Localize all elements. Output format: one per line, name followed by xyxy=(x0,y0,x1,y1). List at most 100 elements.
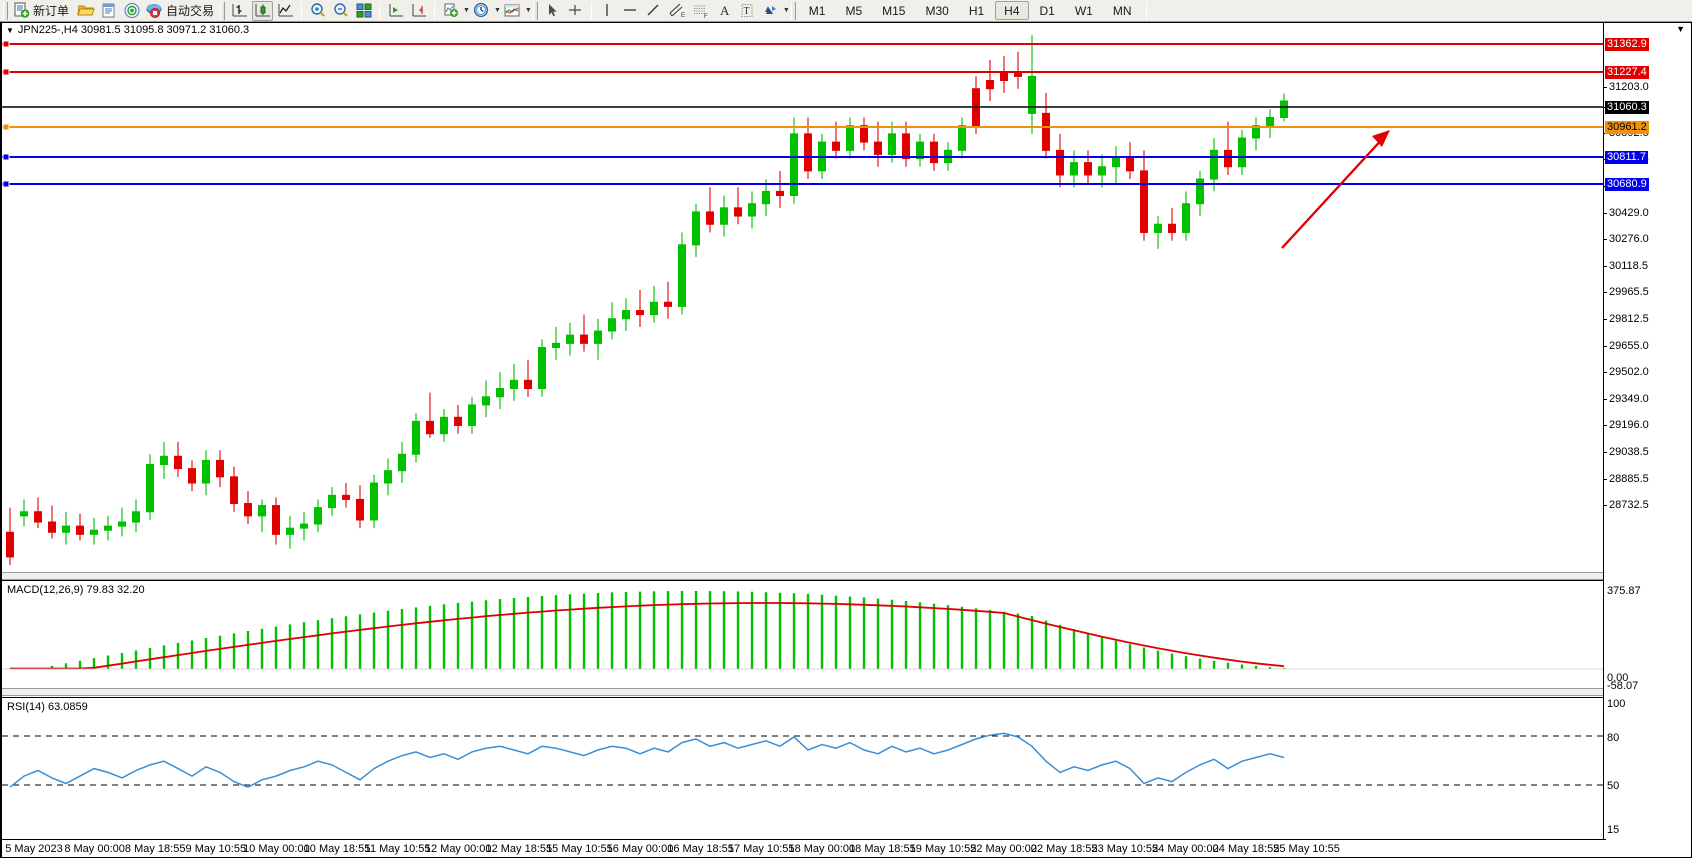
time-tick: 10 May 18:55 xyxy=(303,843,371,855)
time-tick: 24 May 18:55 xyxy=(1212,843,1280,855)
price-level-label[interactable]: 31227.4 xyxy=(1605,66,1649,79)
toolbar-separator-4 xyxy=(590,1,592,20)
text-icon: A xyxy=(720,3,730,18)
rsi-indicator-label[interactable]: RSI(14) 63.0859 xyxy=(7,701,88,713)
arrows-button[interactable] xyxy=(760,1,781,21)
chart-collapse-arrow-icon[interactable]: ▼ xyxy=(1676,24,1685,34)
text-label-button[interactable]: T xyxy=(737,1,758,21)
vertical-line-button[interactable] xyxy=(597,1,618,21)
price-level-label[interactable]: 30961.2 xyxy=(1605,121,1649,134)
timeframe-d1[interactable]: D1 xyxy=(1031,1,1064,20)
auto-trading-label: 自动交易 xyxy=(166,4,215,18)
pane-divider-price-macd[interactable] xyxy=(2,572,1606,580)
time-tick: 22 May 18:55 xyxy=(1030,843,1098,855)
price-tick: 30276.0 xyxy=(1604,234,1649,245)
price-tick: 28732.5 xyxy=(1604,500,1649,511)
macd-indicator-label[interactable]: MACD(12,26,9) 79.83 32.20 xyxy=(7,584,145,596)
svg-text:T: T xyxy=(744,6,750,17)
chart-window[interactable]: ▼ JPN225-,H4 30981.5 31095.8 30971.2 310… xyxy=(0,22,1692,858)
price-level-label[interactable]: 31362.9 xyxy=(1605,38,1649,51)
macd-tick: 0.00 xyxy=(1607,672,1629,684)
add-indicator-button[interactable] xyxy=(440,1,461,21)
timeframe-w1[interactable]: W1 xyxy=(1066,1,1102,20)
bar-chart-button[interactable] xyxy=(229,1,250,21)
chart-shift-icon xyxy=(389,4,403,17)
time-tick: 16 May 18:55 xyxy=(667,843,734,855)
crosshair-button[interactable] xyxy=(565,1,586,21)
fibonacci-button[interactable]: F xyxy=(690,1,712,21)
chart-shift-button[interactable] xyxy=(385,1,406,21)
timeframe-h1[interactable]: H1 xyxy=(960,1,993,20)
data-window-button[interactable] xyxy=(98,1,119,21)
toolbar-grip-2[interactable] xyxy=(220,1,226,20)
rsi-tick: 50 xyxy=(1607,780,1620,792)
auto-trading-button[interactable]: 自动交易 xyxy=(144,1,218,21)
new-order-button[interactable]: 新订单 xyxy=(12,1,73,21)
zoom-out-button[interactable] xyxy=(330,1,351,21)
macd-histogram xyxy=(8,591,1286,669)
line-chart-button[interactable] xyxy=(275,1,296,21)
price-tick: 29965.5 xyxy=(1604,287,1649,298)
text-button[interactable]: A xyxy=(714,1,735,21)
toolbar-grip-3[interactable] xyxy=(532,1,538,20)
toolbar-grip-4[interactable] xyxy=(790,1,796,20)
macd-pane[interactable] xyxy=(2,580,1606,682)
templates-button[interactable] xyxy=(502,1,523,21)
cursor-button[interactable] xyxy=(542,1,563,21)
candlestick-chart-button[interactable] xyxy=(252,0,274,21)
trend-arrow-annotation[interactable] xyxy=(1281,130,1390,249)
price-level-label[interactable]: 31060.3 xyxy=(1605,101,1649,114)
chart-menu-caret-icon[interactable]: ▼ xyxy=(6,25,14,35)
auto-scroll-button[interactable] xyxy=(408,1,429,21)
time-axis[interactable]: 5 May 2023 8 May 00:00 8 May 18:55 9 May 10… xyxy=(2,839,1606,857)
period-dropdown-arrow[interactable]: ▼ xyxy=(493,7,501,14)
toolbar-grip[interactable] xyxy=(3,1,8,20)
pane-divider-macd-rsi[interactable] xyxy=(2,688,1606,696)
templates-dropdown-arrow[interactable]: ▼ xyxy=(524,7,532,14)
price-scale[interactable]: 31203.031060.330892.530739.530582.030429… xyxy=(1603,23,1691,857)
arrows-dropdown-arrow[interactable]: ▼ xyxy=(782,7,790,14)
expert-advisor-icon xyxy=(146,4,162,18)
vertical-line-icon xyxy=(606,4,608,16)
navigator-button[interactable] xyxy=(121,1,142,21)
price-tick: 28885.5 xyxy=(1604,474,1649,485)
price-level-label[interactable]: 30811.7 xyxy=(1605,151,1648,164)
time-tick: 8 May 00:00 xyxy=(64,843,125,855)
timeframe-mn[interactable]: MN xyxy=(1104,1,1141,20)
price-pane[interactable] xyxy=(2,23,1606,579)
timeframe-m1[interactable]: M1 xyxy=(800,1,835,20)
main-toolbar: 新订单 自动交易 xyxy=(0,0,1692,22)
toolbar-separator-3 xyxy=(434,1,436,20)
timeframe-h1-label: H1 xyxy=(968,3,985,18)
time-tick: 24 May 00:00 xyxy=(1152,843,1219,855)
timeframe-m30[interactable]: M30 xyxy=(916,1,957,20)
trendline-button[interactable] xyxy=(643,1,664,21)
cursor-arrow-icon xyxy=(549,4,557,17)
clock-icon xyxy=(474,2,489,18)
time-tick: 12 May 00:00 xyxy=(424,843,492,855)
price-tick: 29502.0 xyxy=(1604,367,1649,378)
timeframe-m15-label: M15 xyxy=(882,3,906,18)
equidistant-channel-button[interactable]: E xyxy=(666,1,688,21)
market-watch-button[interactable] xyxy=(75,1,96,21)
timeframe-m15[interactable]: M15 xyxy=(873,1,914,20)
zoom-in-button[interactable] xyxy=(307,1,328,21)
horizontal-line-button[interactable] xyxy=(620,1,641,21)
price-tick: 29655.0 xyxy=(1604,341,1649,352)
time-tick: 19 May 10:55 xyxy=(909,843,977,855)
crosshair-icon xyxy=(569,5,582,15)
timeframe-h4[interactable]: H4 xyxy=(995,1,1029,20)
rsi-pane[interactable] xyxy=(2,697,1606,855)
price-tick: 29196.0 xyxy=(1604,420,1649,431)
candlestick-chart-icon xyxy=(255,4,270,17)
timeframe-m5[interactable]: M5 xyxy=(836,1,871,20)
timeframe-w1-label: W1 xyxy=(1074,3,1093,18)
time-tick: 11 May 10:55 xyxy=(364,843,431,855)
add-indicator-dropdown-arrow[interactable]: ▼ xyxy=(463,7,470,14)
price-tick: 29038.5 xyxy=(1604,447,1649,458)
period-button[interactable] xyxy=(471,1,492,21)
add-indicator-icon xyxy=(444,3,458,17)
new-order-label: 新订单 xyxy=(33,4,70,18)
price-level-label[interactable]: 30680.9 xyxy=(1605,178,1649,191)
tile-windows-button[interactable] xyxy=(353,1,374,21)
